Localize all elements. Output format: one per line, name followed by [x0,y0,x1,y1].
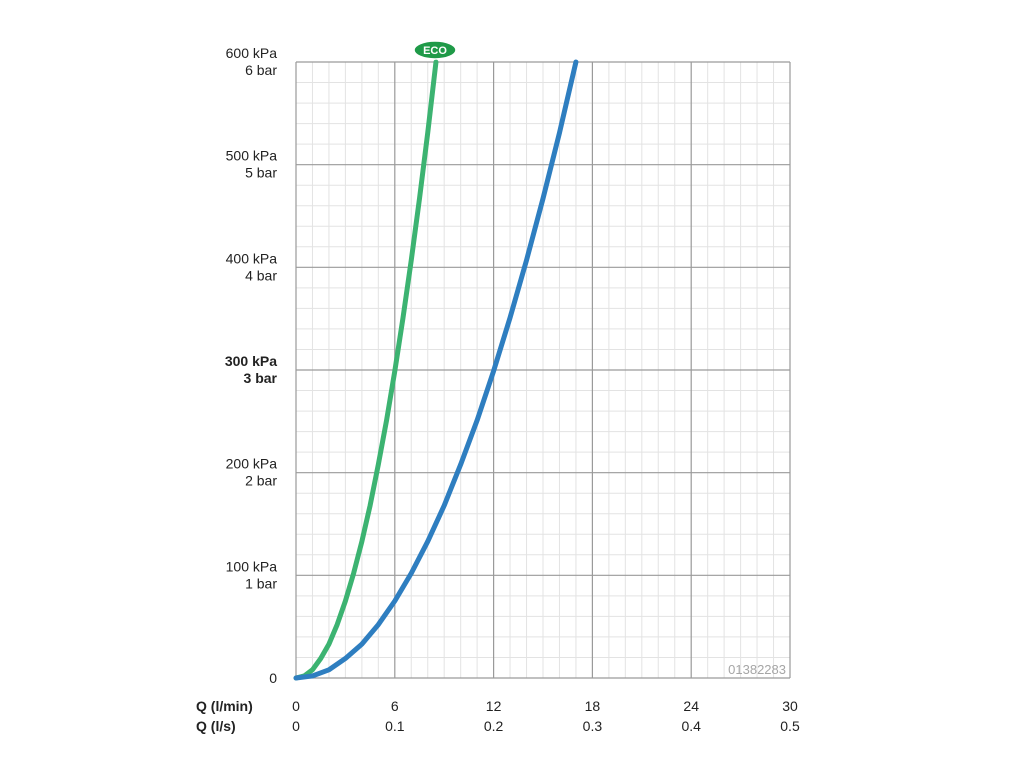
x-tick-label-row2: 0.4 [681,718,701,734]
x-tick-label-row2: 0.3 [583,718,603,734]
y-tick-label-kpa: 100 kPa [226,558,278,574]
series-line-1 [293,59,439,681]
x-tick-label-row2: 0.5 [780,718,800,734]
curves [293,59,579,681]
y-tick-label-kpa: 500 kPa [226,148,278,164]
eco-badge-shape [413,40,457,60]
y-tick-label-bar: 2 bar [245,473,277,489]
y-tick-label-zero: 0 [269,670,277,686]
x-tick-label-row1: 12 [486,698,502,714]
y-tick-label-kpa: 600 kPa [226,45,278,61]
y-tick-label-bar: 5 bar [245,165,277,181]
series-line-2 [293,59,579,681]
y-tick-label-kpa: 200 kPa [226,456,278,472]
x-tick-label-row1: 24 [683,698,699,714]
x-tick-label-row2: 0.2 [484,718,504,734]
y-tick-label-bar: 6 bar [245,62,277,78]
x-tick-label-row2: 0.1 [385,718,405,734]
y-tick-label-kpa: 300 kPa [225,353,277,369]
eco-badge: ECO [413,40,457,60]
y-tick-label-kpa: 400 kPa [226,250,278,266]
x-tick-label-row1: 0 [292,698,300,714]
x-axis-title-lmin: Q (l/min) [196,698,253,714]
x-tick-label-row1: 6 [391,698,399,714]
y-tick-label-bar: 1 bar [245,575,277,591]
reference-code: 01382283 [728,662,786,677]
x-tick-label-row2: 0 [292,718,300,734]
y-tick-label-bar: 3 bar [244,370,278,386]
x-tick-label-row1: 30 [782,698,798,714]
eco-badge-label: ECO [423,45,447,57]
x-tick-label-row1: 18 [585,698,601,714]
x-axis-labels: 0 6 12 18 24 30 0 0.1 0.2 0.3 0.4 0.5 [292,698,800,734]
y-tick-label-bar: 4 bar [245,267,277,283]
x-axis-title-ls: Q (l/s) [196,718,236,734]
